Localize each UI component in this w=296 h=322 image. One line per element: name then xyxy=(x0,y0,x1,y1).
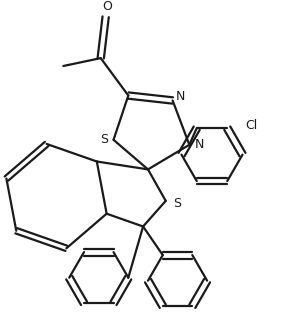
Text: S: S xyxy=(173,197,181,210)
Text: N: N xyxy=(176,90,185,103)
Text: S: S xyxy=(100,133,108,147)
Text: O: O xyxy=(103,0,112,14)
Text: N: N xyxy=(194,138,204,151)
Text: Cl: Cl xyxy=(245,119,257,132)
